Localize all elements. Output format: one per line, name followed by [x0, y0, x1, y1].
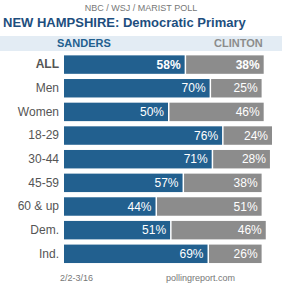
category-axis: ALL Men Women 18-29 30-44 45-59 60 & up Dem. Ind…	[18, 57, 63, 260]
data-label: 70%	[182, 81, 206, 95]
bar	[64, 197, 156, 215]
tick-label: Ind.	[39, 247, 59, 261]
bar	[157, 197, 262, 215]
bar	[64, 79, 210, 97]
chart: NBC / WSJ / MARIST POLL NEW HAMPSHIRE: De…	[0, 0, 282, 287]
data-label: 71%	[184, 152, 208, 166]
data-label: 38%	[234, 176, 258, 190]
tick-label: 18-29	[28, 128, 59, 142]
tick: 60 & up	[18, 199, 63, 213]
bar	[64, 174, 183, 192]
annotation: 2/2-3/16	[60, 273, 93, 283]
bar	[186, 55, 264, 73]
subtitle: NBC / WSJ / MARIST POLL	[85, 3, 197, 13]
data-label: 46%	[238, 223, 262, 237]
data-label: 69%	[179, 247, 203, 261]
tick-label: 30-44	[28, 152, 59, 166]
tick-label: Men	[36, 81, 59, 95]
bar	[213, 150, 270, 168]
data-labels: 58%70% 50% 76% 71% 57% 44% 51% 69% 38% 25% 46% 24% 2…	[127, 58, 268, 261]
bar	[172, 221, 266, 239]
tick-label: 60 & up	[18, 199, 60, 213]
tick: Men	[36, 81, 63, 95]
bar	[170, 103, 264, 121]
data-label: 76%	[194, 129, 218, 143]
data-label: 50%	[140, 105, 164, 119]
bar	[64, 103, 168, 121]
data-label: 51%	[142, 223, 166, 237]
data-label: 25%	[234, 81, 258, 95]
legend-band	[0, 36, 282, 51]
data-label: 51%	[234, 200, 258, 214]
tick: Women	[18, 105, 63, 119]
bar	[184, 174, 262, 192]
tick: ALL	[36, 57, 63, 71]
legend-entry: SANDERS	[57, 37, 111, 49]
data-label: 38%	[236, 58, 260, 72]
legend-entry: CLINTON	[214, 37, 263, 49]
bar	[209, 245, 262, 263]
data-label: 26%	[234, 247, 258, 261]
tick: Ind.	[39, 247, 63, 261]
data-label: 58%	[157, 58, 181, 72]
title: NEW HAMPSHIRE: Democratic Primary	[3, 15, 246, 30]
bars	[64, 55, 272, 263]
tick: 30-44	[28, 152, 63, 166]
bar	[64, 245, 208, 263]
tick-label: 45-59	[28, 176, 59, 190]
bar	[211, 79, 262, 97]
data-label: 28%	[242, 152, 266, 166]
bar	[64, 150, 212, 168]
tick-label: ALL	[36, 57, 59, 71]
tick-label: Women	[18, 105, 59, 119]
bar	[224, 126, 272, 144]
tick: 45-59	[28, 176, 63, 190]
data-label: 24%	[244, 129, 268, 143]
tick: 18-29	[28, 128, 63, 142]
data-label: 46%	[236, 105, 260, 119]
data-label: 57%	[155, 176, 179, 190]
data-label: 44%	[127, 200, 151, 214]
annotation: pollingreport.com	[166, 273, 235, 283]
tick-label: Dem.	[30, 223, 59, 237]
bar	[64, 126, 222, 144]
bar	[64, 221, 170, 239]
tick: Dem.	[30, 223, 63, 237]
bar	[64, 55, 185, 73]
